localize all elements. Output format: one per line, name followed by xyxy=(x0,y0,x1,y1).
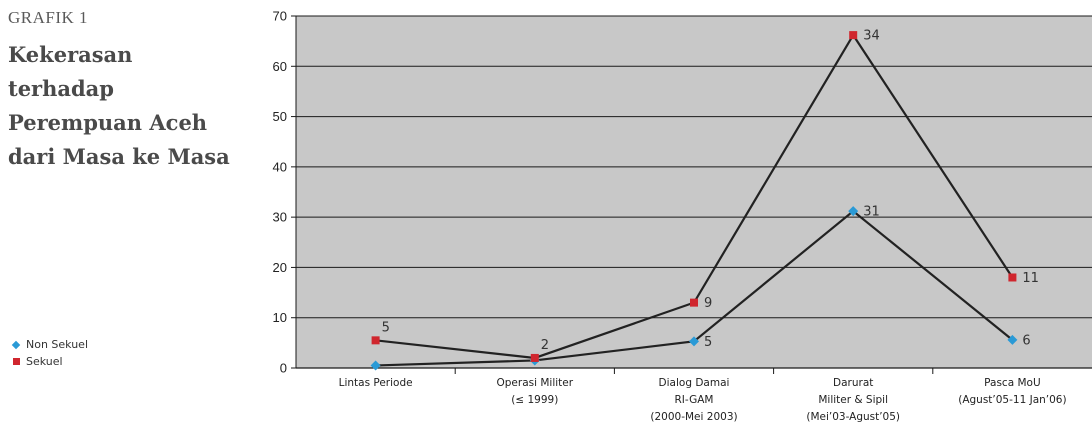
point-s0-4 xyxy=(1007,334,1018,345)
data-label-s1-2: 9 xyxy=(704,296,712,311)
chart-title: Kekerasan terhadap Perempuan Aceh dari M… xyxy=(8,38,238,174)
point-s1-1 xyxy=(530,353,539,362)
plot-area xyxy=(296,16,1092,368)
point-s1-0 xyxy=(371,336,380,345)
y-tick-label-40: 40 xyxy=(273,159,287,174)
x-tick-label-3: Darurat Militer & Sipil (Mei’03-Agust’05) xyxy=(806,377,900,423)
point-s0-2 xyxy=(689,336,699,347)
point-s0-3 xyxy=(848,206,859,217)
x-tick-label-1: Operasi Militer (≤ 1999) xyxy=(497,377,574,406)
x-tick-label-4: Pasca MoU (Agust’05-11 Jan’06) xyxy=(958,377,1066,406)
chart-title-line-1: Kekerasan terhadap xyxy=(8,42,133,101)
y-tick-label-60: 60 xyxy=(273,59,287,74)
y-tick-label-20: 20 xyxy=(273,260,287,275)
data-label-s1-1: 2 xyxy=(541,338,549,353)
point-s1-2 xyxy=(690,298,698,307)
data-label-s1-0: 5 xyxy=(382,320,390,335)
legend-item-sekuel: Sekuel xyxy=(10,353,88,370)
y-tick-label-10: 10 xyxy=(273,310,287,325)
figure-label: GRAFIK 1 xyxy=(8,8,89,27)
y-tick-label-50: 50 xyxy=(273,109,287,124)
figure-caption: GRAFIK 1 Kekerasan terhadap Perempuan Ac… xyxy=(8,8,238,174)
y-tick-label-70: 70 xyxy=(273,9,287,24)
chart-legend: Non Sekuel Sekuel xyxy=(10,336,88,370)
y-tick-label-30: 30 xyxy=(273,210,287,225)
chart-title-line-2: Perempuan Aceh xyxy=(8,110,208,135)
data-label-s1-4: 11 xyxy=(1022,271,1039,286)
x-tick-label-0: Lintas Periode xyxy=(339,377,413,389)
data-label-s1-3: 34 xyxy=(863,29,880,44)
data-label-s0-4: 6 xyxy=(1022,333,1030,348)
data-label-s0-3: 31 xyxy=(863,205,880,220)
data-label-s0-2: 5 xyxy=(704,335,712,350)
point-s0-0 xyxy=(370,360,381,371)
chart-title-line-3: dari Masa ke Masa xyxy=(8,144,230,169)
legend-item-non-sekuel: Non Sekuel xyxy=(10,336,88,353)
point-s1-4 xyxy=(1008,273,1017,282)
square-marker-icon xyxy=(10,358,22,365)
legend-label-sekuel: Sekuel xyxy=(26,355,63,368)
point-s1-3 xyxy=(849,31,858,40)
legend-label-non-sekuel: Non Sekuel xyxy=(26,338,89,351)
y-tick-label-0: 0 xyxy=(280,361,287,376)
x-tick-label-2: Dialog Damai RI-GAM (2000-Mei 2003) xyxy=(650,377,737,423)
